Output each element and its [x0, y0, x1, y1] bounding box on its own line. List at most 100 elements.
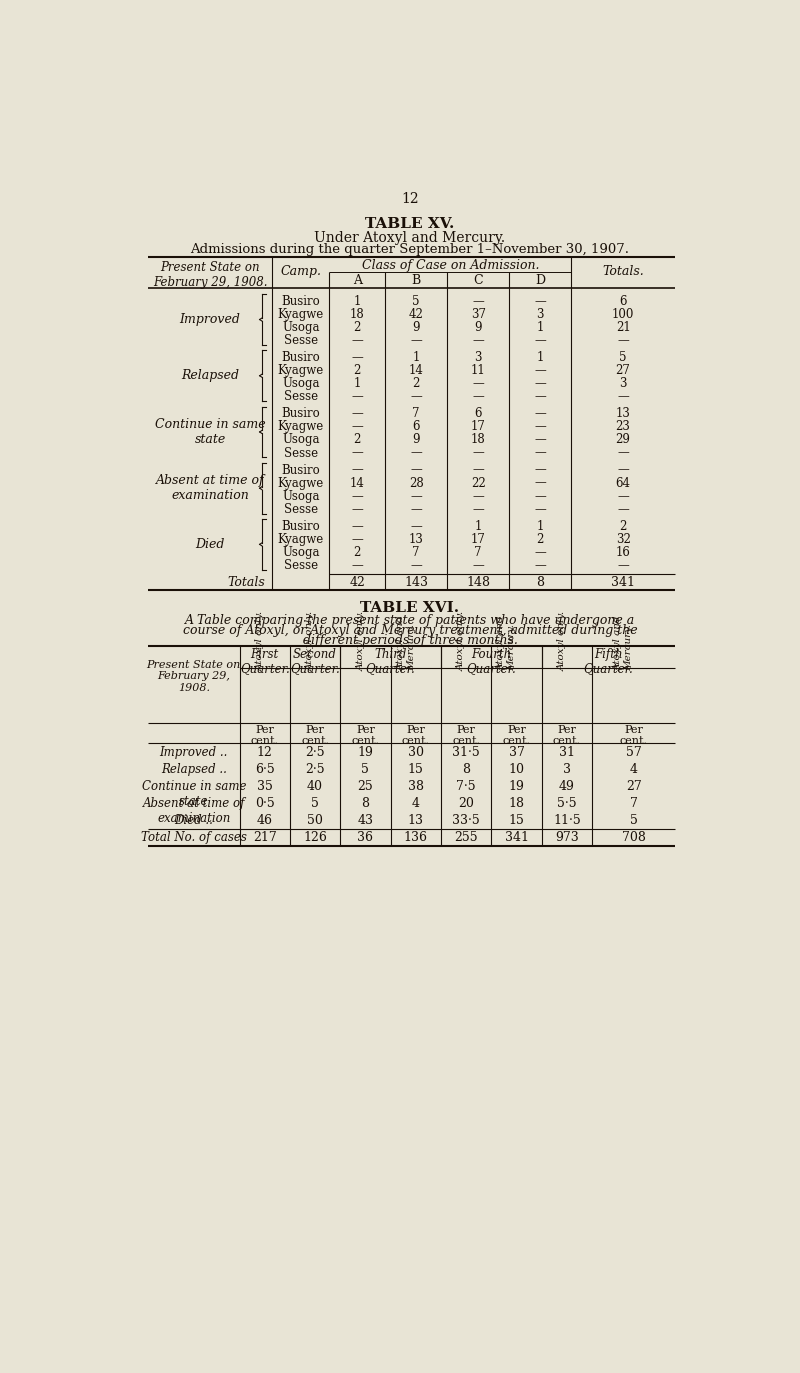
Text: 8: 8 — [462, 763, 470, 776]
Text: —: — — [351, 390, 363, 404]
Text: 217: 217 — [253, 831, 277, 844]
Text: 2: 2 — [413, 378, 420, 390]
Text: 28: 28 — [409, 476, 423, 490]
Text: —: — — [351, 464, 363, 476]
Text: 3: 3 — [537, 308, 544, 321]
Text: 2: 2 — [537, 533, 544, 546]
Text: —: — — [534, 390, 546, 404]
Text: different periods of three months.: different periods of three months. — [302, 634, 518, 647]
Text: 5: 5 — [619, 351, 627, 364]
Text: 30: 30 — [408, 746, 424, 759]
Text: Atoxyl only.: Atoxyl only. — [558, 611, 567, 671]
Text: 46: 46 — [257, 814, 273, 827]
Text: —: — — [351, 520, 363, 533]
Text: —: — — [618, 390, 629, 404]
Text: —: — — [351, 490, 363, 503]
Text: —: — — [618, 503, 629, 516]
Text: Atoxyl only.: Atoxyl only. — [256, 611, 265, 671]
Text: —: — — [618, 464, 629, 476]
Text: 16: 16 — [616, 546, 630, 559]
Text: 14: 14 — [409, 364, 424, 378]
Text: —: — — [351, 559, 363, 573]
Text: 2·5: 2·5 — [306, 746, 325, 759]
Text: 19: 19 — [509, 780, 525, 794]
Text: 12: 12 — [257, 746, 273, 759]
Text: —: — — [351, 503, 363, 516]
Text: Relapsed: Relapsed — [181, 369, 239, 382]
Text: 43: 43 — [358, 814, 374, 827]
Text: 148: 148 — [466, 575, 490, 589]
Text: Atoxyl only.: Atoxyl only. — [357, 611, 366, 671]
Text: 25: 25 — [358, 780, 374, 794]
Text: Per
cent.: Per cent. — [619, 725, 647, 746]
Text: Total No. of cases: Total No. of cases — [141, 831, 246, 844]
Text: 10: 10 — [509, 763, 525, 776]
Text: 7: 7 — [630, 796, 638, 810]
Text: A Table comparing the present state of patients who have undergone a: A Table comparing the present state of p… — [185, 614, 635, 626]
Text: Atoxyl and
Mercury.: Atoxyl and Mercury. — [614, 616, 634, 671]
Text: 3: 3 — [474, 351, 482, 364]
Text: 42: 42 — [350, 575, 366, 589]
Text: 27: 27 — [616, 364, 630, 378]
Text: 2: 2 — [354, 546, 361, 559]
Text: 11: 11 — [471, 364, 486, 378]
Text: —: — — [410, 446, 422, 460]
Text: —: — — [534, 546, 546, 559]
Text: D: D — [535, 275, 546, 287]
Text: 12: 12 — [401, 192, 419, 206]
Text: Atoxyl only.: Atoxyl only. — [457, 611, 466, 671]
Text: —: — — [410, 490, 422, 503]
Text: —: — — [534, 446, 546, 460]
Text: Busiro: Busiro — [282, 408, 320, 420]
Text: 32: 32 — [616, 533, 630, 546]
Text: —: — — [534, 420, 546, 434]
Text: —: — — [472, 334, 484, 347]
Text: 2·5: 2·5 — [306, 763, 325, 776]
Text: Busiro: Busiro — [282, 464, 320, 476]
Text: —: — — [472, 390, 484, 404]
Text: —: — — [534, 490, 546, 503]
Text: 13: 13 — [408, 814, 424, 827]
Text: —: — — [410, 464, 422, 476]
Text: 4: 4 — [630, 763, 638, 776]
Text: 7: 7 — [413, 408, 420, 420]
Text: Busiro: Busiro — [282, 520, 320, 533]
Text: 0·5: 0·5 — [255, 796, 274, 810]
Text: 17: 17 — [470, 533, 486, 546]
Text: Kyagwe: Kyagwe — [278, 420, 324, 434]
Text: —: — — [534, 434, 546, 446]
Text: Fourth
Quarter.: Fourth Quarter. — [466, 648, 516, 676]
Text: Died ..: Died .. — [174, 814, 214, 827]
Text: 1: 1 — [474, 520, 482, 533]
Text: 3: 3 — [563, 763, 571, 776]
Text: 4: 4 — [412, 796, 420, 810]
Text: 40: 40 — [307, 780, 323, 794]
Text: TABLE XVI.: TABLE XVI. — [361, 600, 459, 615]
Text: Kyagwe: Kyagwe — [278, 476, 324, 490]
Text: 5·5: 5·5 — [557, 796, 577, 810]
Text: Died: Died — [195, 538, 225, 551]
Text: 5: 5 — [311, 796, 319, 810]
Text: Sesse: Sesse — [284, 446, 318, 460]
Text: Sesse: Sesse — [284, 390, 318, 404]
Text: A: A — [353, 275, 362, 287]
Text: Continue in same
state: Continue in same state — [142, 780, 246, 807]
Text: —: — — [618, 490, 629, 503]
Text: Sesse: Sesse — [284, 559, 318, 573]
Text: 21: 21 — [616, 321, 630, 334]
Text: 1: 1 — [354, 295, 361, 308]
Text: TABLE XV.: TABLE XV. — [366, 217, 454, 231]
Text: 31: 31 — [559, 746, 575, 759]
Text: —: — — [534, 464, 546, 476]
Text: Per
cent.: Per cent. — [351, 725, 379, 746]
Text: 2: 2 — [354, 321, 361, 334]
Text: Totals: Totals — [227, 575, 266, 589]
Text: 27: 27 — [626, 780, 642, 794]
Text: 36: 36 — [358, 831, 374, 844]
Text: —: — — [351, 446, 363, 460]
Text: 5: 5 — [362, 763, 370, 776]
Text: Usoga: Usoga — [282, 434, 319, 446]
Text: 9: 9 — [413, 434, 420, 446]
Text: Under Atoxyl and Mercury.: Under Atoxyl and Mercury. — [314, 231, 506, 244]
Text: Sesse: Sesse — [284, 334, 318, 347]
